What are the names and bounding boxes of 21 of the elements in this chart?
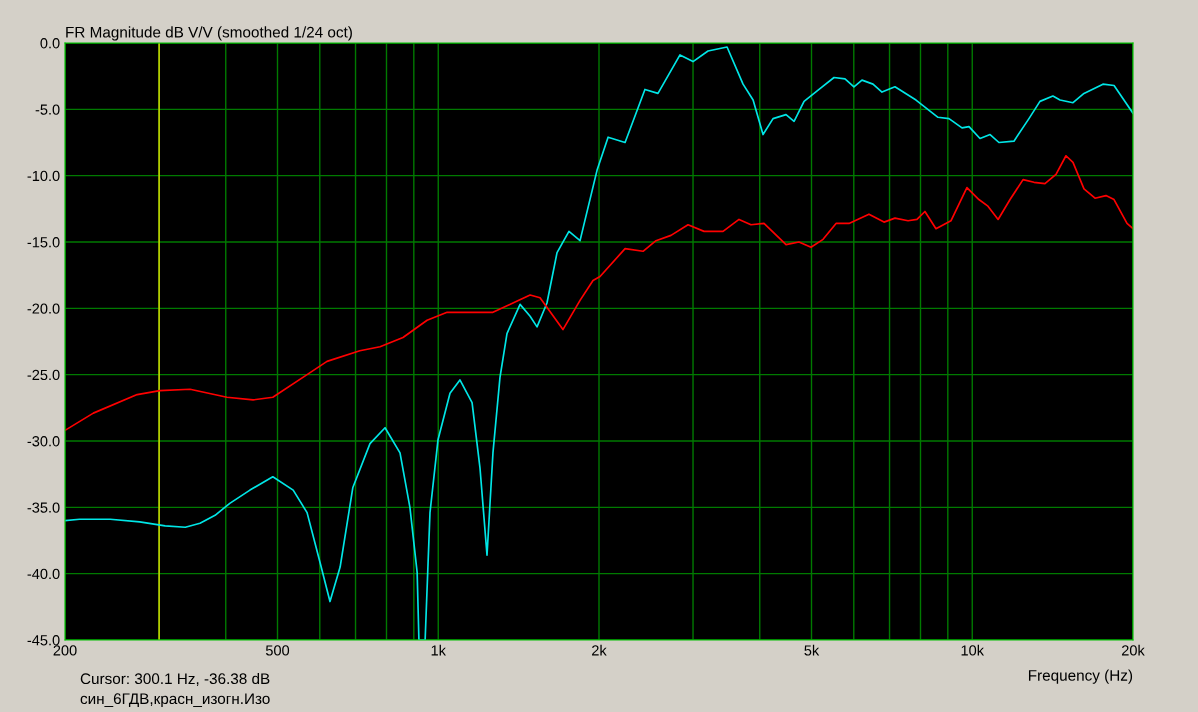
y-tick-label: -15.0 (27, 237, 60, 248)
x-tick-label: 10k (961, 644, 985, 656)
y-tick-label: -30.0 (27, 436, 60, 447)
y-tick-label: -45.0 (27, 635, 60, 646)
chart-title: FR Magnitude dB V/V (smoothed 1/24 oct) (66, 26, 352, 41)
x-axis-title: Frequency (Hz) (1028, 669, 1133, 684)
x-tick-label: 20k (1121, 644, 1145, 656)
x-tick-label: 2k (592, 644, 607, 656)
y-tick-label: -35.0 (27, 502, 60, 513)
y-tick-label: -40.0 (27, 568, 60, 580)
y-tick-label: -20.0 (27, 303, 60, 314)
x-tick-label: 200 (53, 645, 77, 656)
x-tick-label: 1k (431, 644, 446, 656)
y-tick-label: -5.0 (35, 104, 60, 115)
text: Cursor: 300.1 Hz, -36.38 dB (80, 672, 270, 686)
x-tick-label: 5k (804, 644, 820, 656)
y-tick-label: -10.0 (27, 170, 60, 182)
y-tick-label: -25.0 (27, 369, 60, 381)
x-tick-label: 500 (265, 645, 290, 656)
y-tick-label: 0.0 (40, 38, 60, 49)
text: син_6ГДВ,красн_изогн.Изо (80, 693, 270, 708)
